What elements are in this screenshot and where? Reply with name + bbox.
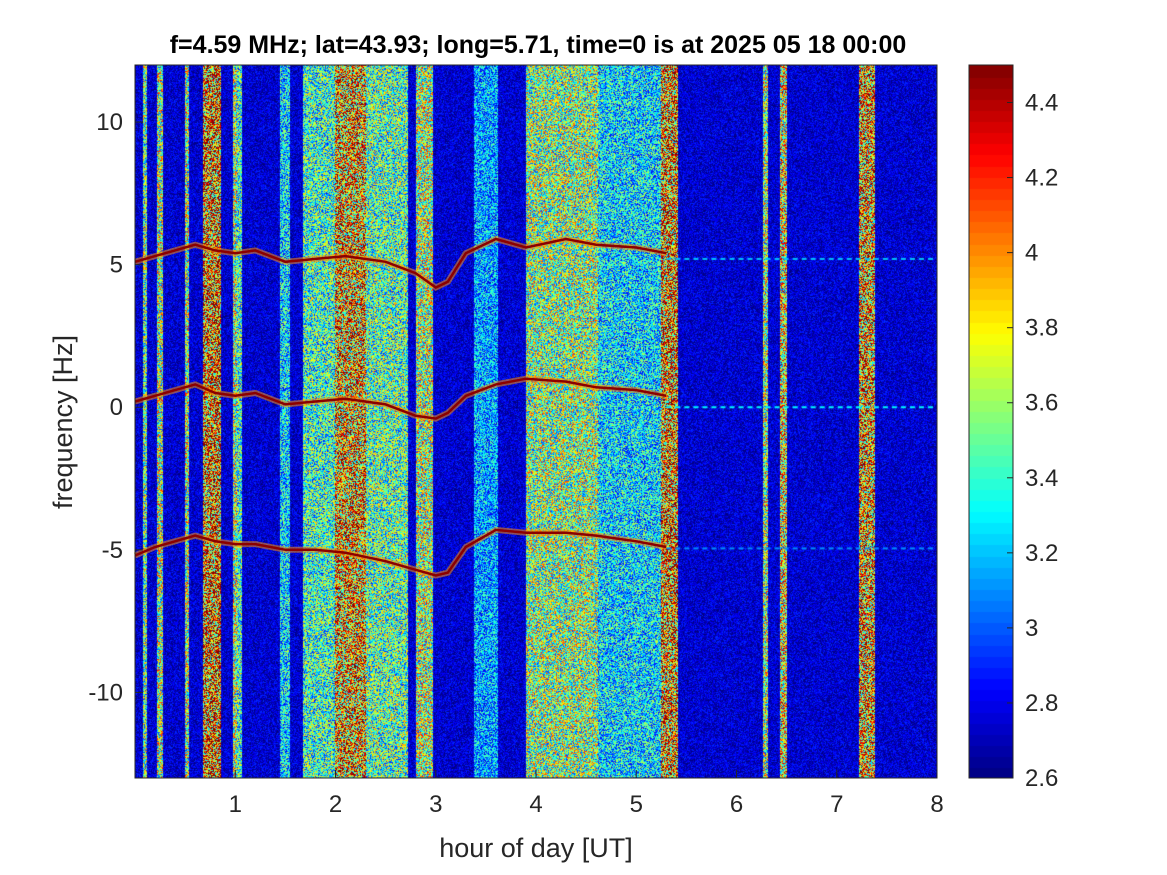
x-tick-label: 5 xyxy=(630,791,643,818)
y-tick-label: -5 xyxy=(102,537,123,564)
colorbar-ticks: 2.6 2.8 3 3.2 3.4 3.6 3.8 4 4.2 4.4 xyxy=(1007,90,1058,792)
x-tick-label: 7 xyxy=(830,791,843,818)
y-tick-label: 10 xyxy=(96,109,123,136)
x-tick-label: 2 xyxy=(329,791,342,818)
trace-line-2 xyxy=(134,528,667,577)
colorbar-tick-label: 3 xyxy=(1025,615,1038,642)
y-tick-label: -10 xyxy=(88,679,123,706)
colorbar-tick-label: 4.2 xyxy=(1025,165,1058,192)
trace-layer xyxy=(133,235,667,579)
x-tick-label: 4 xyxy=(529,791,542,818)
colorbar-tick-label: 2.6 xyxy=(1025,765,1058,792)
y-tick-label: 0 xyxy=(110,394,123,421)
y-tick-label: 5 xyxy=(110,252,123,279)
x-tick-label: 6 xyxy=(730,791,743,818)
colorbar-tick-label: 3.2 xyxy=(1025,540,1058,567)
chart-title: f=4.59 MHz; lat=43.93; long=5.71, time=0… xyxy=(170,31,907,59)
colorbar-tick-label: 2.8 xyxy=(1025,690,1058,717)
plot-area xyxy=(133,64,938,779)
y-axis: -10 -5 0 5 10 xyxy=(88,109,143,706)
y-axis-label: frequency [Hz] xyxy=(48,335,78,509)
x-tick-label: 1 xyxy=(229,791,242,818)
colorbar-tick-label: 4 xyxy=(1025,240,1038,267)
colorbar-tick-label: 3.4 xyxy=(1025,465,1058,492)
colorbar-tick-label: 3.8 xyxy=(1025,315,1058,342)
colorbar-tick-label: 3.6 xyxy=(1025,390,1058,417)
colorbar-gradient xyxy=(969,65,1013,778)
trace-line-1 xyxy=(134,237,667,289)
trace-line-0 xyxy=(134,377,667,420)
colorbar-tick-label: 4.4 xyxy=(1025,90,1058,117)
x-tick-label: 3 xyxy=(429,791,442,818)
x-tick-label: 8 xyxy=(930,791,943,818)
heatmap-image xyxy=(135,65,937,778)
x-axis-label: hour of day [UT] xyxy=(439,833,633,863)
colorbar: 2.6 2.8 3 3.2 3.4 3.6 3.8 4 4.2 4.4 xyxy=(968,64,1058,792)
colorbar-frame xyxy=(968,64,1014,779)
x-axis: 1 2 3 4 5 6 7 8 xyxy=(229,770,944,818)
